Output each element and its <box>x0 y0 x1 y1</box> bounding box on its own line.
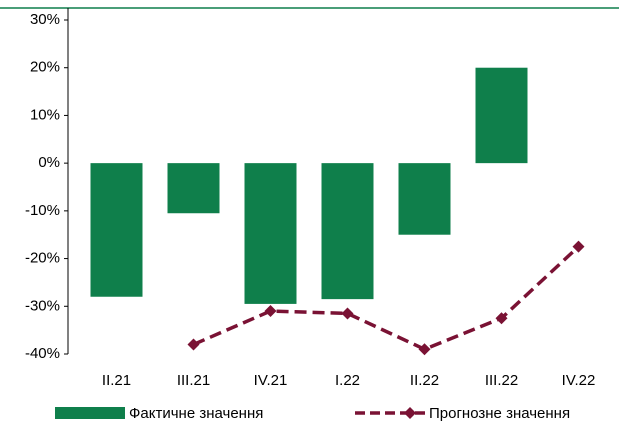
line-marker <box>418 343 431 356</box>
x-tick-label: I.22 <box>335 372 360 389</box>
y-tick-label: -10% <box>25 202 60 219</box>
bar <box>244 163 297 304</box>
x-tick-label: IV.21 <box>254 372 288 389</box>
x-tick-label: IV.22 <box>562 372 596 389</box>
y-tick-label: -40% <box>25 345 60 362</box>
legend-label: Прогнозне значення <box>429 405 570 422</box>
bar <box>398 163 451 235</box>
y-tick-label: 30% <box>30 11 60 28</box>
y-tick-label: -20% <box>25 250 60 267</box>
x-tick-label: III.21 <box>177 372 210 389</box>
y-tick-label: 20% <box>30 59 60 76</box>
bar <box>475 67 528 164</box>
x-tick-label: III.22 <box>485 372 518 389</box>
legend-swatch <box>55 407 125 419</box>
x-tick-label: II.21 <box>102 372 131 389</box>
legend-marker <box>404 407 416 419</box>
y-tick-label: 0% <box>38 154 60 171</box>
line-marker <box>187 338 200 351</box>
bar <box>321 163 374 300</box>
x-tick-label: II.22 <box>410 372 439 389</box>
line-marker <box>264 305 277 318</box>
line-marker <box>495 312 508 325</box>
legend-label: Фактичне значення <box>129 405 263 422</box>
bar <box>167 163 220 214</box>
y-tick-label: 10% <box>30 106 60 123</box>
line <box>192 245 580 352</box>
line-marker <box>341 307 354 320</box>
bar <box>90 163 143 297</box>
y-tick-label: -30% <box>25 297 60 314</box>
line-marker <box>572 240 585 253</box>
